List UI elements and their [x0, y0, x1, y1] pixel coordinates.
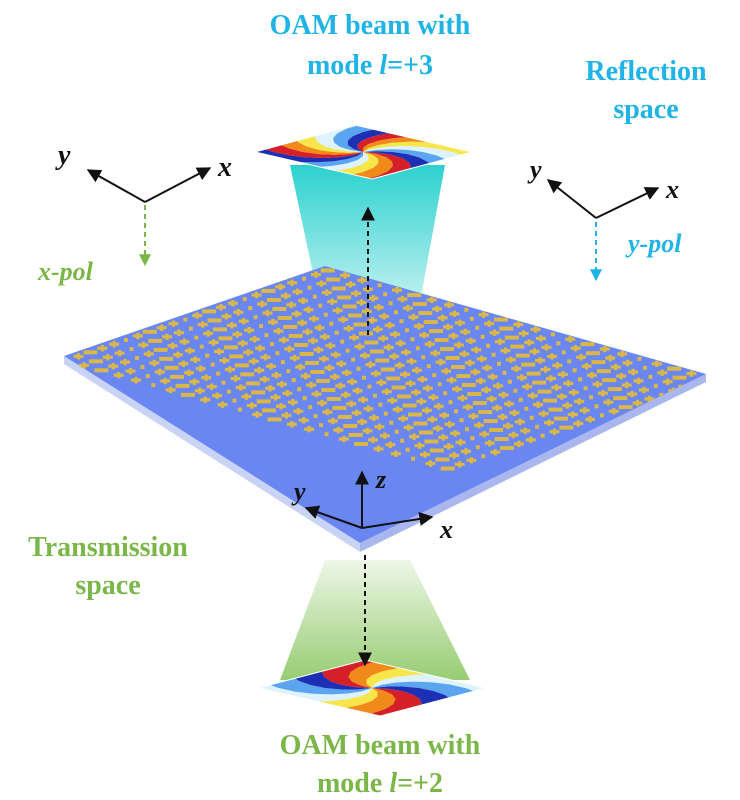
- bottom-label-line1: OAM beam with: [280, 730, 481, 761]
- bottom-label-line2: mode l=+2: [317, 768, 443, 799]
- top-beam-label: OAM beam with mode l=+3: [270, 10, 471, 81]
- transmission-line1: Transmission: [28, 532, 188, 563]
- x-pol-label: x-pol: [37, 257, 94, 286]
- top-label-line2: mode l=+3: [307, 50, 433, 81]
- right-x-label: x: [665, 175, 679, 204]
- metasurface-patches: [64, 268, 706, 471]
- top-label-line1: OAM beam with: [270, 10, 471, 41]
- reflection-space-label: Reflection space: [585, 56, 707, 125]
- left-x-label: x: [217, 152, 232, 183]
- center-x-label: x: [439, 515, 453, 544]
- transmission-beam: [280, 560, 470, 680]
- y-pol-label: y-pol: [625, 229, 682, 258]
- center-y-label: y: [291, 477, 306, 506]
- bottom-beam-label: OAM beam with mode l=+2: [280, 730, 481, 799]
- transmission-space-label: Transmission space: [28, 532, 188, 601]
- center-z-label: z: [375, 465, 387, 494]
- oam-plate-top: [254, 124, 473, 180]
- reflection-line2: space: [613, 94, 678, 125]
- center-axes: z y x: [291, 465, 453, 544]
- right-y-label: y: [527, 155, 542, 184]
- reflection-line1: Reflection: [585, 56, 707, 87]
- left-y-label: y: [55, 140, 71, 171]
- transmission-line2: space: [75, 570, 140, 601]
- metasurface: [64, 266, 706, 552]
- right-axes: y x y-pol: [527, 155, 682, 282]
- left-axes: y x x-pol: [37, 140, 232, 286]
